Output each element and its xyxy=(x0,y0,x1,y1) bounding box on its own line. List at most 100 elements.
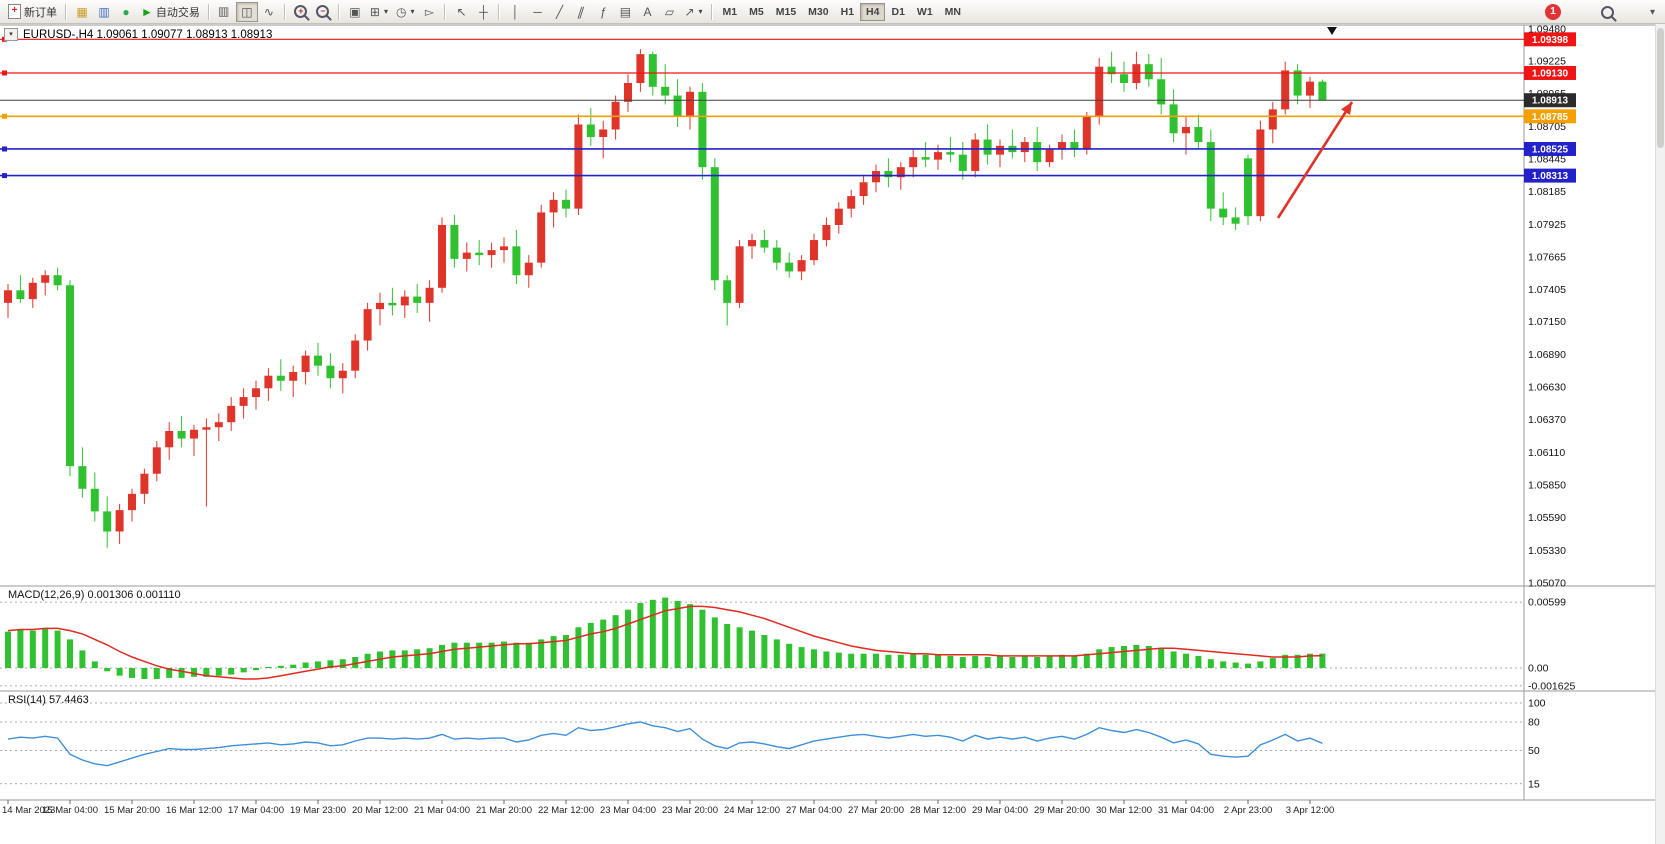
price-tick-label: 1.07665 xyxy=(1528,252,1566,264)
timeframe-m1-button[interactable]: M1 xyxy=(717,3,744,21)
candle-body xyxy=(475,252,484,256)
scrollbar-thumb[interactable] xyxy=(1657,28,1664,148)
macd-histogram-bar xyxy=(414,649,421,668)
hline-handle[interactable] xyxy=(2,173,7,179)
time-marker-icon[interactable] xyxy=(1327,27,1337,35)
candle-body xyxy=(90,488,99,512)
candle-body xyxy=(673,95,682,117)
candle-body xyxy=(252,388,260,398)
dropdown-arrow-icon: ▾ xyxy=(698,7,703,16)
time-tick-label: 16 Mar 12:00 xyxy=(166,805,222,816)
timeframe-m5-button[interactable]: M5 xyxy=(743,3,770,21)
hline-handle[interactable] xyxy=(2,70,7,76)
candle-body xyxy=(462,252,471,259)
candle-body xyxy=(574,124,583,209)
line-chart-icon: ∿ xyxy=(263,4,274,19)
market-watch-button[interactable]: ▥ xyxy=(93,2,115,22)
chart-shift-button[interactable]: ▻ xyxy=(418,2,440,22)
channel-icon: ∥ xyxy=(576,4,587,19)
time-tick-label: 23 Mar 20:00 xyxy=(662,805,718,816)
macd-histogram-bar xyxy=(1319,653,1326,668)
candle-body xyxy=(723,280,732,303)
macd-histogram-bar xyxy=(922,654,929,668)
macd-histogram-bar xyxy=(315,661,321,668)
macd-histogram-bar xyxy=(277,665,284,668)
candle-body xyxy=(847,196,856,209)
candle-body xyxy=(326,365,335,379)
hline-handle[interactable] xyxy=(2,146,7,152)
candle-body xyxy=(450,224,459,259)
arrows-tool-button[interactable]: ↗ ▾ xyxy=(680,2,706,22)
timeframe-w1-button[interactable]: W1 xyxy=(911,3,939,21)
crosshair-button[interactable]: ┼ xyxy=(472,2,494,22)
shapes-button[interactable]: ▤ xyxy=(614,2,636,22)
macd-histogram-bar xyxy=(1269,658,1276,668)
macd-histogram-bar xyxy=(153,668,160,679)
timeframe-m30-button[interactable]: M30 xyxy=(802,3,834,21)
macd-histogram-bar xyxy=(253,668,259,671)
macd-histogram-bar xyxy=(587,622,594,668)
cursor-button[interactable]: ↖ xyxy=(450,2,472,22)
new-chart-button[interactable]: ⊞ ▾ xyxy=(366,2,392,22)
arrow-object[interactable] xyxy=(1276,101,1354,219)
label-button[interactable]: ▱ xyxy=(658,2,680,22)
candle-body xyxy=(1045,149,1054,163)
candle-body xyxy=(710,167,719,281)
periods-icon: ◷ xyxy=(395,4,407,19)
community-button[interactable]: ● xyxy=(115,2,137,22)
macd-histogram-bar xyxy=(476,642,483,668)
line-chart-button[interactable]: ∿ xyxy=(258,2,280,22)
periods-button[interactable]: ◷ ▾ xyxy=(392,2,419,22)
timeframe-m15-button[interactable]: M15 xyxy=(770,3,802,21)
macd-histogram-bar xyxy=(972,655,979,668)
toolbar-overflow-icon[interactable]: ▾ xyxy=(1649,6,1655,18)
fibonacci-icon: ƒ xyxy=(600,4,607,19)
trendline-button[interactable]: ╱ xyxy=(548,2,570,22)
autotrading-button[interactable]: ► 自动交易 xyxy=(137,2,204,22)
horizontal-line-button[interactable]: ─ xyxy=(526,2,548,22)
macd-histogram-bar xyxy=(389,650,396,668)
notification-badge[interactable]: 1 xyxy=(1544,4,1561,20)
chart-canvas[interactable]: 1.094801.092251.089651.087051.084451.081… xyxy=(0,24,1665,844)
vertical-line-button[interactable]: │ xyxy=(504,2,526,22)
hline-handle[interactable] xyxy=(2,113,7,119)
macd-histogram-bar xyxy=(897,654,904,668)
macd-histogram-bar xyxy=(1108,647,1115,668)
timeframe-h4-button[interactable]: H4 xyxy=(860,2,886,21)
channel-button[interactable]: ∥ xyxy=(570,2,592,22)
chart-shift-icon: ▻ xyxy=(424,4,435,19)
bar-chart-button[interactable]: ▤ xyxy=(214,2,236,22)
macd-histogram-bar xyxy=(91,661,98,668)
price-badge xyxy=(1524,141,1576,156)
fibonacci-button[interactable]: ƒ xyxy=(592,2,614,22)
macd-histogram-bar xyxy=(625,609,631,668)
tile-windows-button[interactable]: ▣ xyxy=(344,2,366,22)
time-tick-label: 24 Mar 12:00 xyxy=(724,805,780,816)
macd-histogram-bar xyxy=(54,630,61,668)
vertical-scrollbar[interactable] xyxy=(1655,24,1665,844)
candle-chart-button[interactable]: ◫ xyxy=(235,1,258,22)
timeframe-h1-button[interactable]: H1 xyxy=(835,3,860,21)
macd-histogram-bar xyxy=(501,641,507,668)
macd-histogram-bar xyxy=(1034,657,1041,668)
macd-histogram-bar xyxy=(724,624,731,668)
price-tick-label: 1.08185 xyxy=(1528,186,1566,198)
chart-menu-icon[interactable]: ▾ xyxy=(4,28,18,41)
arrow-head-icon xyxy=(1341,102,1352,115)
candle-body xyxy=(562,199,570,209)
zoom-out-button[interactable]: − xyxy=(312,2,334,22)
new-order-button[interactable]: + 新订单 xyxy=(4,2,61,22)
timeframe-d1-button[interactable]: D1 xyxy=(885,3,910,21)
timeframe-mn-button[interactable]: MN xyxy=(939,3,967,21)
text-button[interactable]: A xyxy=(636,2,658,22)
text-icon: A xyxy=(643,4,652,19)
macd-histogram-bar xyxy=(997,655,1003,668)
candle-body xyxy=(115,510,124,532)
zoom-out-icon: − xyxy=(316,5,330,18)
candle-body xyxy=(624,83,632,102)
price-badge xyxy=(1524,65,1576,80)
zoom-in-button[interactable]: + xyxy=(290,2,312,22)
search-icon[interactable] xyxy=(1600,5,1614,19)
charts-profile-button[interactable]: ▦ xyxy=(71,2,93,22)
shapes-icon: ▤ xyxy=(619,4,632,19)
